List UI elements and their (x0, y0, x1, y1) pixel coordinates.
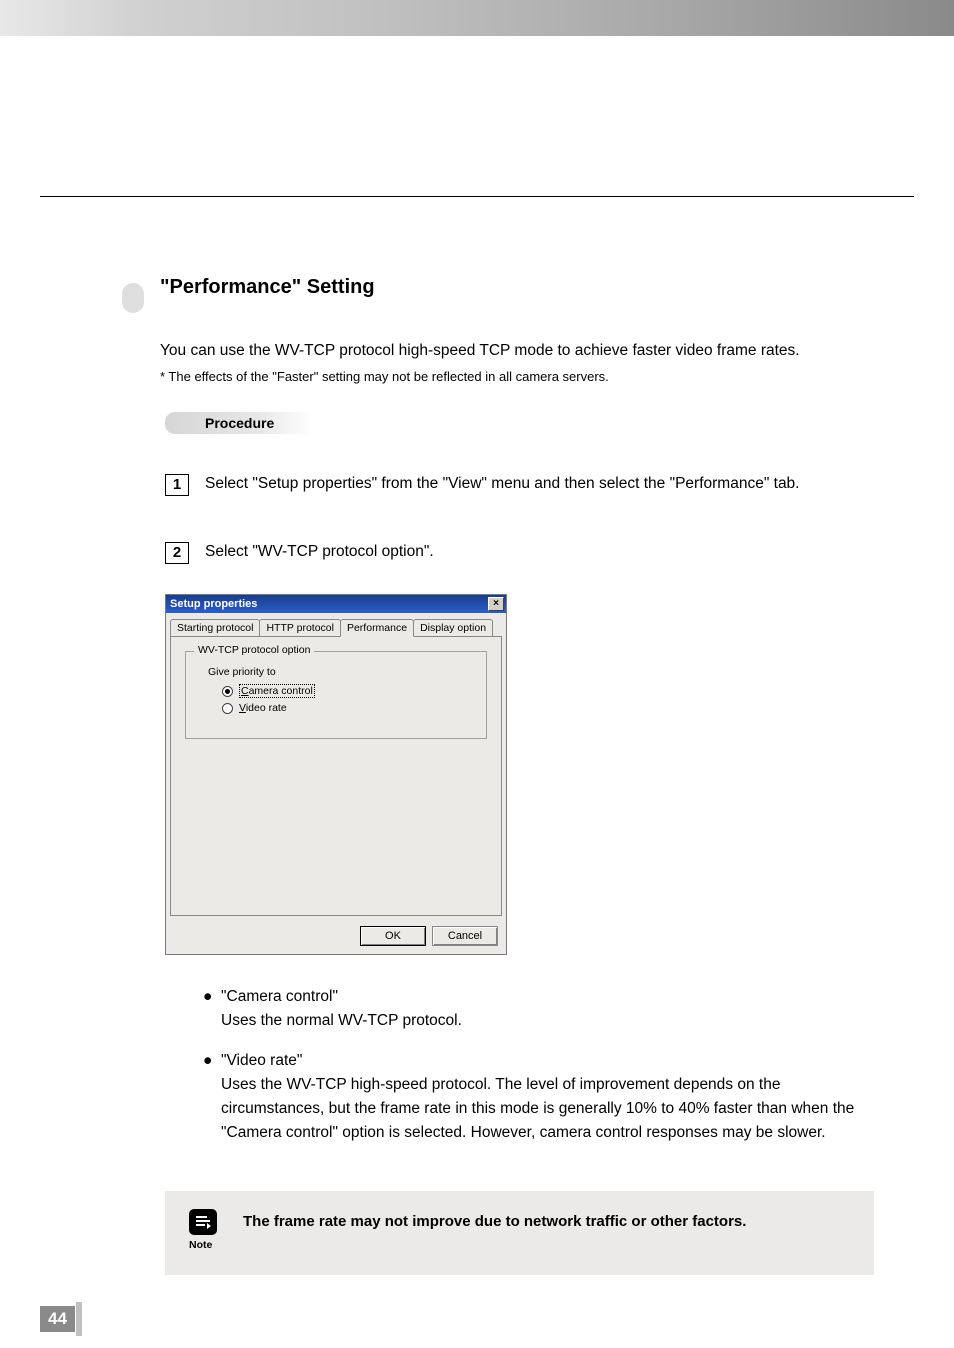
step-2: 2 Select "WV-TCP protocol option". (165, 540, 874, 564)
option-camera-control: ● "Camera control" Uses the normal WV-TC… (203, 985, 874, 1045)
page-number: 44 (40, 1302, 82, 1336)
radio-icon (222, 703, 233, 714)
option-camera-desc: Uses the normal WV-TCP protocol. (221, 1009, 874, 1033)
wv-tcp-groupbox: WV-TCP protocol option Give priority to … (185, 651, 487, 739)
step-1-number: 1 (165, 474, 189, 496)
ok-button[interactable]: OK (360, 926, 426, 946)
step-2-text: Select "WV-TCP protocol option". (205, 540, 434, 563)
intro-text: You can use the WV-TCP protocol high-spe… (160, 339, 874, 363)
close-icon[interactable]: × (488, 597, 504, 611)
groupbox-title: WV-TCP protocol option (194, 644, 314, 656)
bullet-icon: ● (203, 985, 221, 1045)
bullet-icon: ● (203, 1049, 221, 1157)
option-video-title: "Video rate" (221, 1049, 874, 1073)
radio-video-rate[interactable]: Video rate (222, 702, 476, 714)
note-box: Note The frame rate may not improve due … (165, 1191, 874, 1275)
tab-http-protocol[interactable]: HTTP protocol (259, 619, 341, 636)
dialog-title: Setup properties (170, 598, 488, 610)
tab-starting-protocol[interactable]: Starting protocol (170, 619, 260, 636)
footnote-text: * The effects of the "Faster" setting ma… (160, 369, 874, 384)
option-video-rate: ● "Video rate" Uses the WV-TCP high-spee… (203, 1049, 874, 1157)
setup-properties-dialog: Setup properties × Starting protocol HTT… (165, 594, 507, 955)
option-camera-title: "Camera control" (221, 985, 874, 1009)
procedure-label: Procedure (165, 412, 314, 434)
tab-display-option[interactable]: Display option (413, 619, 493, 636)
radio-camera-label: Camera control (239, 684, 315, 698)
note-icon (189, 1209, 217, 1235)
radio-icon (222, 686, 233, 697)
priority-label: Give priority to (208, 666, 476, 678)
option-list: ● "Camera control" Uses the normal WV-TC… (203, 985, 874, 1157)
radio-video-label: Video rate (239, 702, 287, 714)
note-label: Note (189, 1239, 243, 1251)
step-1-text: Select "Setup properties" from the "View… (205, 472, 800, 495)
section-heading: "Performance" Setting (160, 276, 874, 299)
tab-performance[interactable]: Performance (340, 619, 414, 637)
section-bullet (122, 283, 144, 313)
dialog-tabs: Starting protocol HTTP protocol Performa… (166, 613, 506, 636)
step-2-number: 2 (165, 542, 189, 564)
cancel-button[interactable]: Cancel (432, 926, 498, 946)
page-number-decoration (76, 1302, 82, 1336)
dialog-titlebar: Setup properties × (166, 595, 506, 613)
header-rule (40, 196, 914, 197)
step-1: 1 Select "Setup properties" from the "Vi… (165, 472, 874, 496)
note-text: The frame rate may not improve due to ne… (243, 1209, 746, 1234)
tab-panel: WV-TCP protocol option Give priority to … (170, 636, 502, 916)
radio-camera-control[interactable]: Camera control (222, 684, 476, 698)
page-header-gradient (0, 0, 954, 36)
option-video-desc: Uses the WV-TCP high-speed protocol. The… (221, 1073, 874, 1145)
page-number-value: 44 (40, 1306, 75, 1332)
